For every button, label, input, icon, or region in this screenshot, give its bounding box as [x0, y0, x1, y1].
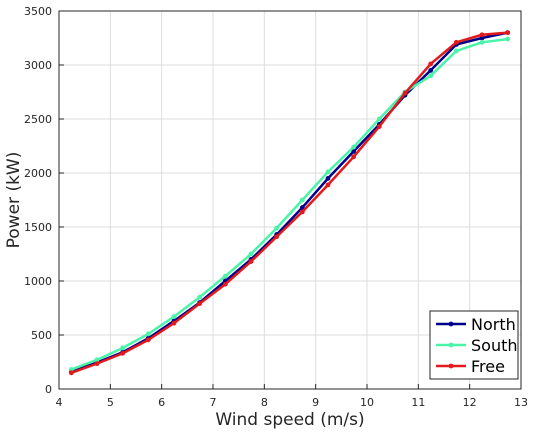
data-point-north: [325, 176, 331, 181]
legend-swatch-marker: [448, 342, 454, 348]
data-point-free: [68, 370, 74, 376]
data-point-free: [479, 32, 485, 38]
data-point-south: [197, 294, 203, 300]
x-tick-label: 4: [56, 396, 63, 409]
data-point-free: [299, 209, 305, 215]
data-point-free: [428, 61, 434, 67]
x-tick-label: 7: [210, 396, 217, 409]
data-point-free: [94, 361, 100, 367]
y-tick-label: 1500: [24, 221, 52, 234]
legend-item-free: Free: [436, 357, 505, 376]
series-line-north: [70, 31, 508, 373]
y-tick-label: 3500: [24, 5, 52, 18]
legend-swatch-marker: [448, 363, 454, 369]
data-point-south: [479, 39, 485, 45]
data-point-south: [299, 197, 305, 203]
series-line-south: [70, 37, 508, 371]
legend-item-south: South: [436, 336, 518, 355]
data-point-free: [274, 234, 280, 240]
legend: North South Free: [429, 310, 519, 380]
y-tick-label: 2000: [24, 167, 52, 180]
data-point-free: [505, 30, 511, 35]
data-point-south: [222, 273, 228, 279]
data-point-south: [120, 345, 126, 351]
series-line-free: [70, 31, 508, 374]
legend-label: North: [471, 315, 516, 334]
tick-layer: 4 5 6 7 8 9 10 11 12 13 0 500 1000 1500 2000 2500 3000 35…: [24, 5, 528, 409]
x-tick-label: 5: [107, 396, 114, 409]
data-point-south: [428, 73, 434, 79]
data-point-free: [120, 350, 126, 356]
x-tick-label: 6: [158, 396, 165, 409]
data-point-free: [402, 90, 408, 96]
data-point-south: [171, 314, 177, 320]
series-layer: [68, 30, 511, 376]
x-tick-label: 8: [261, 396, 268, 409]
legend-label: Free: [471, 357, 505, 376]
y-tick-label: 3000: [24, 59, 52, 72]
data-point-free: [145, 337, 151, 343]
data-point-free: [351, 154, 357, 160]
data-point-free: [248, 259, 254, 264]
y-tick-label: 2500: [24, 113, 52, 126]
y-tick-label: 1000: [24, 275, 52, 288]
data-point-south: [505, 36, 511, 42]
data-point-free: [453, 39, 459, 45]
y-tick-label: 500: [31, 329, 52, 342]
x-tick-label: 13: [514, 396, 528, 409]
data-point-free: [325, 182, 331, 188]
data-point-north: [299, 205, 305, 210]
data-point-south: [453, 48, 459, 54]
data-point-north: [351, 149, 357, 154]
data-point-north: [428, 68, 434, 73]
series-south: [68, 36, 511, 372]
data-point-south: [94, 357, 100, 363]
data-point-free: [376, 124, 382, 129]
data-point-south: [248, 251, 254, 257]
plot-area-frame: [58, 10, 522, 390]
legend-swatch-marker: [448, 321, 454, 327]
y-tick-label: 0: [45, 383, 52, 396]
series-free: [68, 30, 511, 376]
x-tick-label: 11: [411, 396, 425, 409]
data-point-free: [171, 320, 177, 326]
y-axis-label: Power (kW): [4, 152, 24, 249]
data-point-free: [197, 301, 203, 307]
x-tick-label: 12: [463, 396, 477, 409]
legend-label: South: [471, 336, 518, 355]
data-point-south: [376, 116, 382, 122]
data-point-south: [145, 331, 151, 337]
legend-item-north: North: [436, 315, 516, 334]
x-tick-label: 10: [360, 396, 374, 409]
data-point-free: [222, 281, 228, 287]
data-point-south: [351, 144, 357, 150]
data-point-south: [274, 225, 280, 231]
x-tick-label: 9: [312, 396, 319, 409]
x-axis-label: Wind speed (m/s): [215, 410, 364, 430]
data-point-south: [325, 169, 331, 175]
